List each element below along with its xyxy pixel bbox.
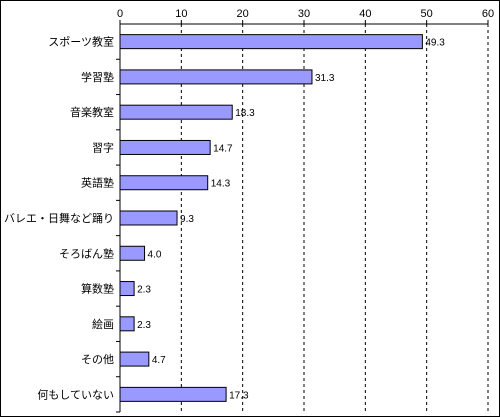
x-tick-label: 20	[237, 8, 249, 20]
category-label: そろばん塾	[59, 246, 114, 260]
category-label: 算数塾	[81, 282, 114, 296]
category-label: 絵画	[92, 317, 114, 331]
bar-4	[119, 139, 211, 155]
bar-11	[119, 386, 227, 402]
bar-7	[119, 245, 146, 261]
bar-2	[119, 69, 313, 85]
category-label: 何もしていない	[37, 388, 114, 401]
data-label: 14.7	[213, 143, 233, 154]
data-label: 4.7	[152, 355, 166, 366]
data-label: 31.3	[315, 73, 335, 84]
x-tick-label: 40	[359, 8, 371, 20]
data-label: 49.3	[425, 38, 445, 49]
data-label: 2.3	[137, 320, 151, 331]
x-tick-label: 30	[298, 8, 310, 20]
category-label: スポーツ教室	[48, 35, 114, 49]
bar-10	[119, 351, 150, 367]
category-label: 学習塾	[81, 70, 114, 84]
category-label: バレエ・日舞など踊り	[4, 212, 114, 225]
bar-6	[119, 210, 178, 226]
data-label: 18.3	[235, 108, 255, 119]
data-label: 17.3	[229, 390, 249, 401]
bar-3	[119, 104, 233, 120]
category-label: 音楽教室	[70, 105, 114, 119]
x-tick-label: 50	[421, 8, 433, 20]
data-label: 2.3	[137, 285, 151, 296]
data-label: 14.3	[211, 179, 231, 190]
category-label: 習字	[92, 140, 114, 154]
x-tick-label: 10	[175, 8, 187, 20]
bar-1	[119, 34, 423, 50]
x-tick-label: 0	[117, 8, 123, 20]
category-label: その他	[81, 353, 114, 366]
bar-9	[119, 316, 135, 332]
data-label: 4.0	[148, 249, 162, 260]
category-label: 英語塾	[81, 176, 114, 190]
data-label: 9.3	[180, 214, 194, 225]
x-tick-label: 60	[482, 8, 494, 20]
bar-8	[119, 281, 135, 297]
bar-5	[119, 175, 209, 191]
